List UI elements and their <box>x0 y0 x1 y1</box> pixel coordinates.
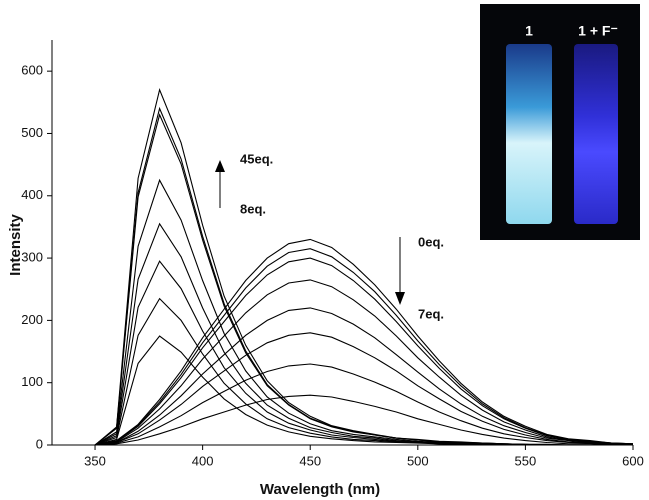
y-axis-label: Intensity <box>7 214 24 276</box>
spectrum-line <box>73 257 634 446</box>
x-tick-label: 550 <box>515 453 537 468</box>
spectrum-line <box>73 307 634 446</box>
y-tick-label: 200 <box>21 312 43 327</box>
spectrum-line <box>73 248 634 446</box>
spectrum-line <box>73 297 633 446</box>
x-tick-label: 500 <box>407 453 429 468</box>
inset-photo: 1 1 + F⁻ <box>480 4 640 240</box>
y-tick-label: 500 <box>21 125 43 140</box>
y-tick-label: 600 <box>21 63 43 78</box>
arrow-head <box>395 292 405 305</box>
y-tick-label: 0 <box>36 436 43 451</box>
x-tick-label: 350 <box>84 453 106 468</box>
x-tick-label: 600 <box>622 453 644 468</box>
x-tick-label: 450 <box>299 453 321 468</box>
annotation: 8eq. <box>240 201 266 216</box>
annotations: 45eq. 8eq. 0eq. 7eq. <box>215 151 444 321</box>
annotation: 45eq. <box>240 151 273 166</box>
spectrum-line <box>73 363 633 446</box>
y-tick-label: 300 <box>21 250 43 265</box>
spectrum-line <box>73 332 634 446</box>
y-tick-label: 100 <box>21 374 43 389</box>
spectrum-line <box>73 279 634 446</box>
spectrum-line <box>73 260 633 446</box>
inset-label: 1 + F⁻ <box>578 23 618 39</box>
spectrum-line <box>73 394 634 446</box>
annotation: 0eq. <box>418 234 444 249</box>
spectrum-line <box>73 335 633 446</box>
arrow-head <box>215 160 225 172</box>
spectrum-line <box>73 222 633 446</box>
spectrum-line <box>73 238 634 446</box>
x-axis-label: Wavelength (nm) <box>260 481 380 498</box>
annotation: 7eq. <box>418 306 444 321</box>
inset-label: 1 <box>525 23 533 39</box>
x-tick-label: 400 <box>192 453 214 468</box>
y-tick-label: 400 <box>21 187 43 202</box>
